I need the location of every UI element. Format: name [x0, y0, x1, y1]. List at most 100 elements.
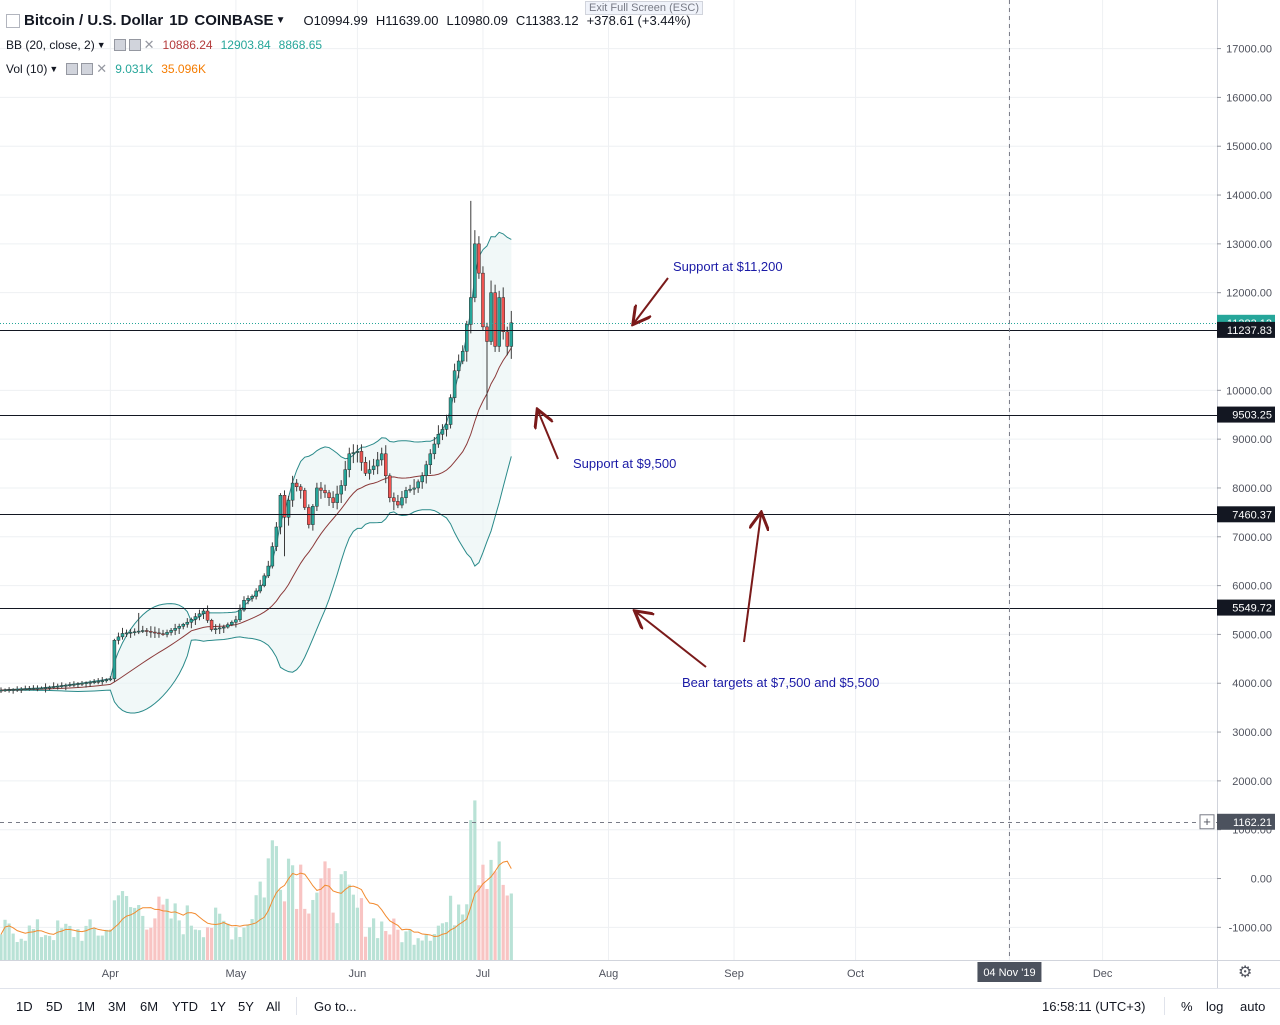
candle-body — [76, 683, 80, 685]
plus-icon[interactable]: + — [1203, 814, 1211, 829]
candle-body — [375, 459, 380, 467]
add-alert-button[interactable] — [1199, 814, 1215, 830]
eye-icon[interactable] — [66, 63, 79, 75]
interval-label[interactable]: 1D — [169, 12, 189, 29]
price-axis-label: -1000.00 — [1229, 922, 1272, 934]
close-icon[interactable]: ✕ — [143, 37, 155, 52]
timeframe-1m[interactable]: 1M — [77, 999, 96, 1014]
candle-body — [379, 453, 384, 461]
candle-body — [47, 686, 52, 689]
candle-body — [485, 326, 489, 342]
timeframe-6m[interactable]: 6M — [140, 999, 159, 1014]
exchange-label[interactable]: COINBASE — [194, 12, 274, 29]
ohlc-close: C11383.12 — [515, 13, 579, 28]
volume-bar — [3, 919, 7, 960]
toolbar-divider — [296, 997, 297, 1015]
volume-bar — [197, 930, 202, 960]
candle-body — [408, 488, 412, 491]
ohlc-change: +378.61 (+3.44%) — [586, 13, 691, 28]
log-toggle[interactable]: log — [1206, 999, 1224, 1014]
symbol-title[interactable]: Bitcoin / U.S. Dollar — [24, 12, 164, 29]
bb-lower-line — [0, 456, 512, 714]
time-axis-label: Dec — [1093, 968, 1113, 980]
candle-body — [412, 487, 416, 490]
candle-body — [11, 689, 15, 691]
bb-legend: BB (20, close, 2) ▼ ✕ 10886.24 12903.84 … — [6, 37, 322, 53]
chevron-down-icon[interactable]: ▼ — [49, 64, 59, 74]
annotation-arrow[interactable] — [636, 612, 707, 668]
candle-body — [505, 331, 509, 347]
candle-body — [311, 506, 315, 525]
settings-icon[interactable] — [81, 63, 94, 75]
chevron-down-icon[interactable]: ▼ — [275, 15, 286, 26]
chevron-down-icon[interactable]: ▼ — [96, 40, 106, 50]
price-axis-label: 8000.00 — [1232, 483, 1272, 495]
settings-icon[interactable] — [128, 39, 141, 51]
timeframe-3m[interactable]: 3M — [108, 999, 127, 1014]
timeframe-ytd[interactable]: YTD — [172, 999, 198, 1014]
candle-body — [424, 464, 428, 477]
price-chart[interactable]: Support at $11,200 Support at $9,500 Bear … — [0, 0, 1280, 988]
candle-body — [205, 610, 210, 621]
price-tag-label: 5549.72 — [1232, 603, 1272, 615]
candle-body — [209, 620, 214, 630]
timeframe-1y[interactable]: 1Y — [210, 999, 226, 1014]
candle-body — [112, 640, 117, 680]
time-axis-label: May — [226, 968, 247, 980]
price-tag-bg — [1217, 406, 1275, 423]
candle-body — [404, 490, 408, 498]
bb-label[interactable]: BB (20, close, 2) — [6, 38, 95, 52]
timeframe-all[interactable]: All — [266, 999, 281, 1014]
candle-body — [153, 631, 157, 634]
annotation-label[interactable]: Bear targets at $7,500 and $5,500 — [682, 675, 879, 690]
candle-body — [250, 596, 254, 599]
gear-icon[interactable]: ⚙ — [1238, 964, 1253, 981]
candle-body — [43, 687, 48, 689]
volume-bar — [52, 940, 56, 960]
candle-body — [72, 683, 76, 686]
volume-bar — [432, 934, 436, 960]
percent-toggle[interactable]: % — [1181, 999, 1193, 1014]
volume-bar — [11, 933, 15, 960]
annotation-arrow[interactable] — [743, 514, 761, 643]
crosshair-date-label: 04 Nov '19 — [983, 967, 1035, 979]
volume-bar — [343, 871, 347, 960]
vol-label[interactable]: Vol (10) — [6, 62, 48, 76]
candle-body — [331, 497, 335, 503]
volume-bar — [149, 927, 153, 960]
ohlc-low: L10980.09 — [446, 13, 508, 28]
volume-bar — [440, 923, 445, 960]
eye-icon[interactable] — [113, 39, 126, 51]
annotation-label[interactable]: Support at $9,500 — [573, 456, 676, 471]
close-icon[interactable]: ✕ — [96, 61, 108, 76]
timeframe-5y[interactable]: 5Y — [238, 999, 254, 1014]
candle-body — [436, 434, 441, 445]
annotation-label[interactable]: Support at $11,200 — [673, 259, 783, 274]
price-axis-label: 5000.00 — [1232, 629, 1272, 641]
timeframe-5d[interactable]: 5D — [46, 999, 63, 1014]
candle-body — [217, 627, 222, 630]
bottom-toolbar: 1D 5D 1M 3M 6M YTD 1Y 5Y All Go to... 16… — [0, 988, 1280, 1025]
volume-bar — [137, 905, 141, 960]
volume-bar — [15, 941, 19, 960]
exit-fullscreen-button[interactable]: Exit Full Screen (ESC) — [585, 1, 704, 15]
annotation-arrow[interactable] — [634, 277, 669, 323]
candle-body — [222, 626, 226, 629]
candle-body — [185, 621, 190, 625]
price-tag-label: 1162.21 — [1233, 817, 1272, 829]
candle-body — [242, 599, 246, 611]
volume-bar — [177, 920, 181, 960]
goto-button[interactable]: Go to... — [314, 999, 357, 1014]
volume-bar — [72, 937, 76, 960]
toolbar-divider — [1164, 997, 1165, 1015]
volume-bar — [145, 929, 149, 960]
auto-toggle[interactable]: auto — [1240, 999, 1266, 1014]
candle-body — [489, 292, 493, 342]
annotation-arrow[interactable] — [538, 411, 559, 460]
time-axis-label: Sep — [724, 968, 744, 980]
volume-bar — [469, 820, 473, 960]
candle-body — [165, 632, 169, 635]
clock-label[interactable]: 16:58:11 (UTC+3) — [1042, 999, 1146, 1014]
timeframe-1d[interactable]: 1D — [16, 999, 33, 1014]
collapse-icon[interactable] — [6, 13, 20, 28]
